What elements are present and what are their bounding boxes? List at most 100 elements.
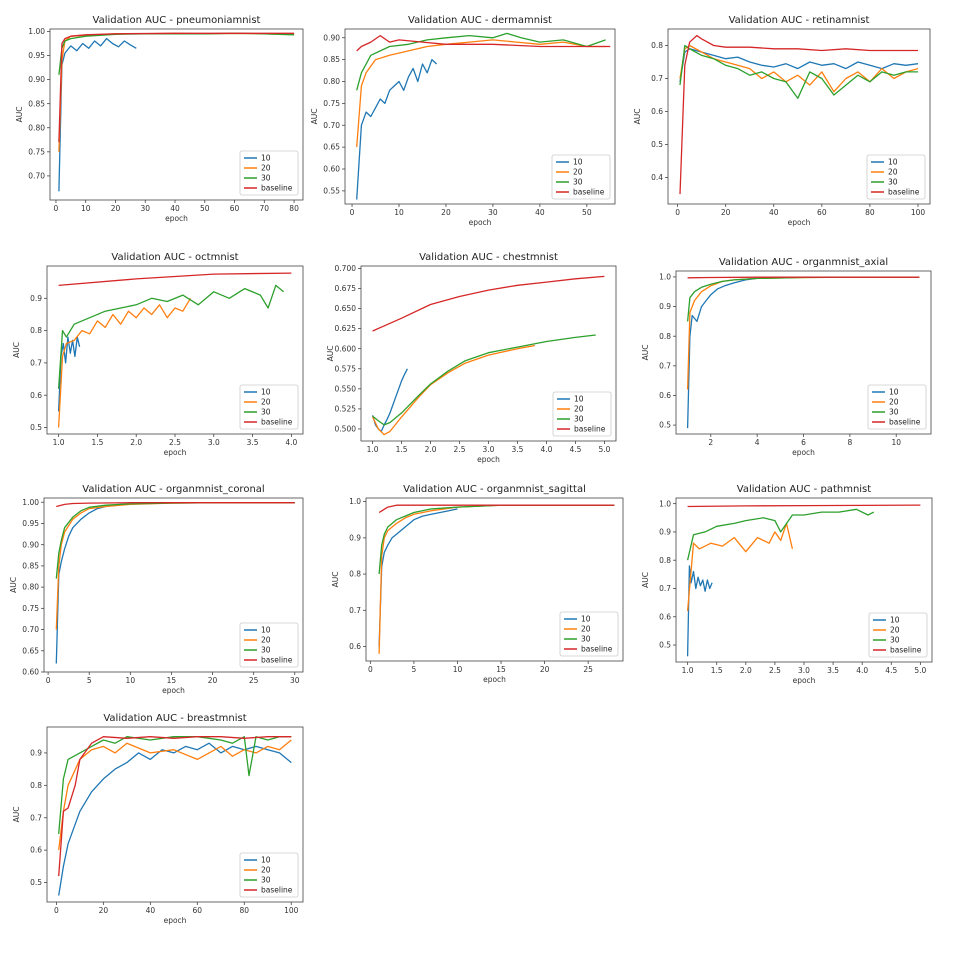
x-tick-label: 6 [801, 438, 806, 447]
legend-label-baseline: baseline [581, 645, 613, 654]
y-tick-label: 0.9 [659, 528, 671, 537]
legend-label-30: 30 [261, 876, 271, 885]
y-tick-label: 0.600 [335, 344, 357, 353]
series-line-20 [58, 739, 292, 851]
series-line-baseline [58, 272, 292, 287]
y-tick-label: 0.6 [659, 391, 671, 400]
series-line-baseline [356, 34, 611, 52]
y-tick-label: 0.8 [349, 570, 361, 579]
legend-label-baseline: baseline [261, 886, 293, 895]
legend-label-20: 20 [888, 168, 898, 177]
series-line-20 [372, 344, 536, 436]
legend-label-30: 30 [890, 636, 900, 645]
x-tick-label: 5.0 [598, 445, 610, 454]
series-line-baseline [58, 32, 295, 143]
x-tick-label: 80 [289, 204, 299, 213]
panel-organmnist-sagittal: Validation AUC - organmnist_sagittal 0 5 10… [331, 478, 629, 689]
x-tick-label: 15 [167, 676, 177, 685]
x-axis-label: epoch [477, 455, 500, 464]
x-tick-label: 100 [284, 906, 299, 915]
y-tick-label: 0.675 [335, 284, 357, 293]
y-tick-label: 0.7 [651, 74, 663, 83]
x-tick-label: 4.0 [540, 445, 552, 454]
y-tick-label: 0.85 [22, 562, 39, 571]
x-tick-label: 4 [755, 438, 760, 447]
panel-chestmnist: Validation AUC - chestmnist 1.0 1.5 2.0 2.5 3… [326, 246, 622, 469]
chart-svg: Validation AUC - organmnist_sagittal 0 5 10… [331, 484, 624, 684]
y-tick-label: 0.500 [335, 425, 357, 434]
legend-label-10: 10 [261, 154, 271, 163]
y-tick-label: 0.75 [28, 147, 45, 156]
series-line-30 [55, 502, 295, 579]
x-tick-label: 0 [54, 204, 59, 213]
y-tick-label: 0.9 [30, 294, 42, 303]
chart-svg: Validation AUC - pathmnist 1.0 1.5 2.0 2.5 3.… [641, 484, 933, 685]
x-tick-label: 40 [146, 906, 156, 915]
x-tick-label: 3.0 [208, 438, 220, 447]
x-tick-label: 100 [911, 208, 926, 217]
y-tick-label: 0.80 [323, 77, 340, 86]
x-tick-label: 1.5 [396, 445, 408, 454]
x-tick-label: 60 [817, 208, 827, 217]
panel-retinamnist: Validation AUC - retinamnist 0 20 40 60 80 100… [633, 9, 936, 232]
series-line-baseline [378, 504, 615, 514]
y-axis-label: AUC [326, 346, 335, 362]
y-tick-label: 0.70 [28, 172, 45, 181]
y-tick-label: 1.0 [659, 273, 671, 282]
y-tick-label: 0.7 [349, 606, 361, 615]
y-tick-label: 1.0 [659, 499, 671, 508]
legend-label-20: 20 [574, 405, 584, 414]
series-line-10 [356, 58, 438, 200]
x-tick-label: 10 [891, 438, 901, 447]
y-tick-label: 1.00 [28, 27, 45, 36]
legend-box [239, 622, 299, 668]
x-tick-label: 2.5 [169, 438, 181, 447]
legend-label-30: 30 [261, 646, 271, 655]
legend-label-20: 20 [581, 625, 591, 634]
x-tick-label: 10 [81, 204, 91, 213]
x-axis-label: epoch [792, 448, 815, 457]
x-tick-label: 25 [583, 665, 593, 674]
series-line-10 [58, 742, 292, 896]
legend-box [239, 384, 299, 430]
x-tick-label: 8 [847, 438, 852, 447]
legend-label-20: 20 [261, 866, 271, 875]
legend-box [552, 391, 612, 437]
y-tick-label: 0.9 [349, 533, 361, 542]
legend-label-baseline: baseline [261, 418, 293, 427]
x-tick-label: 3.5 [247, 438, 259, 447]
y-tick-label: 0.550 [335, 384, 357, 393]
x-tick-label: 2.0 [130, 438, 142, 447]
x-tick-label: 5.0 [914, 666, 926, 675]
x-tick-label: 60 [230, 204, 240, 213]
y-tick-label: 0.70 [323, 121, 340, 130]
y-tick-label: 0.9 [659, 302, 671, 311]
x-tick-label: 0 [350, 208, 355, 217]
y-tick-label: 0.7 [659, 361, 671, 370]
x-tick-label: 1.5 [711, 666, 723, 675]
y-tick-label: 0.525 [335, 404, 357, 413]
legend-label-10: 10 [261, 626, 271, 635]
legend-box [239, 852, 299, 898]
y-tick-label: 0.85 [28, 99, 45, 108]
y-tick-label: 0.90 [28, 75, 45, 84]
x-tick-label: 2.0 [740, 666, 752, 675]
y-axis-label: AUC [12, 807, 21, 823]
series-line-20 [686, 522, 794, 612]
x-tick-label: 3.0 [798, 666, 810, 675]
y-tick-label: 0.5 [659, 421, 671, 430]
axes-frame [365, 497, 624, 662]
x-tick-label: 15 [496, 665, 506, 674]
legend-label-20: 20 [261, 636, 271, 645]
y-axis-label: AUC [12, 342, 21, 358]
series-line-30 [679, 44, 918, 99]
x-tick-label: 10 [394, 208, 404, 217]
